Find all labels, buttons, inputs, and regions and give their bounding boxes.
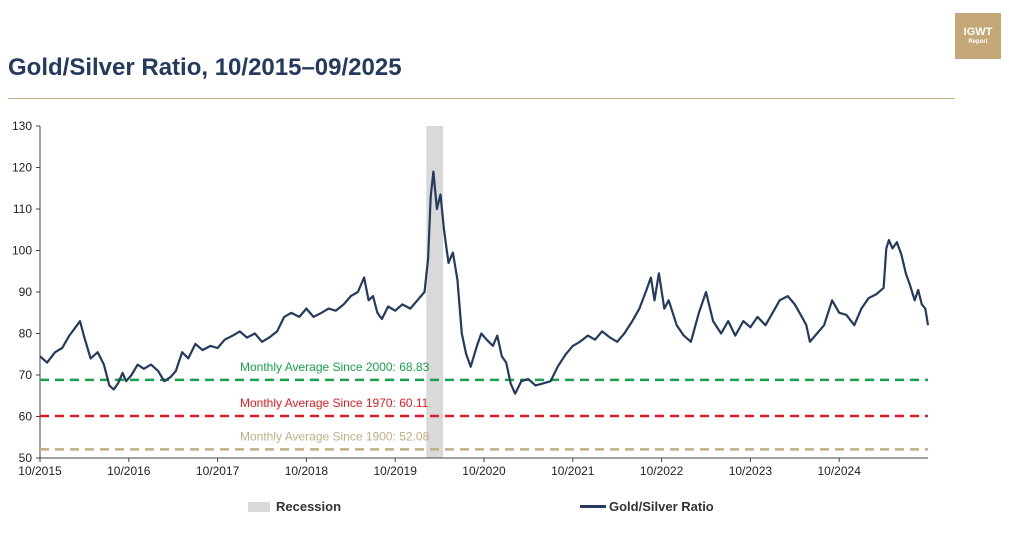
page-title: Gold/Silver Ratio, 10/2015–09/2025 (8, 54, 402, 81)
x-tick-label: 10/2017 (196, 464, 240, 478)
y-tick-label: 50 (19, 451, 33, 465)
y-tick-label: 130 (12, 119, 32, 133)
logo-line-1: IGWT (963, 26, 993, 38)
x-tick-label: 10/2022 (640, 464, 684, 478)
reference-label-avg1900: Monthly Average Since 1900: 52.08 (240, 429, 430, 443)
series-line-gold-silver-ratio (39, 170, 930, 395)
x-tick-label: 10/2015 (18, 464, 62, 478)
y-tick-label: 100 (12, 244, 32, 258)
x-tick-label: 10/2016 (107, 464, 151, 478)
legend-series-label: Gold/Silver Ratio (609, 499, 714, 514)
x-tick-label: 10/2020 (462, 464, 506, 478)
logo-line-2: Report (968, 39, 988, 45)
x-tick-label: 10/2019 (374, 464, 418, 478)
y-tick-label: 70 (19, 368, 33, 382)
y-tick-label: 90 (19, 285, 33, 299)
reference-label-avg2000: Monthly Average Since 2000: 68.83 (240, 360, 430, 374)
y-tick-label: 80 (19, 327, 33, 341)
reference-label-avg1970: Monthly Average Since 1970: 60.11 (240, 396, 429, 410)
igwt-logo: IGWT Report (955, 13, 1001, 59)
legend-recession: Recession (248, 499, 341, 514)
y-tick-label: 60 (19, 410, 33, 424)
y-tick-label: 120 (12, 161, 32, 175)
title-divider (8, 98, 955, 99)
x-tick-label: 10/2018 (285, 464, 329, 478)
x-tick-label: 10/2021 (551, 464, 595, 478)
x-tick-label: 10/2023 (729, 464, 773, 478)
legend-series: Gold/Silver Ratio (580, 499, 714, 514)
series-swatch (580, 505, 606, 508)
x-tick-label: 10/2024 (818, 464, 862, 478)
legend-recession-label: Recession (276, 499, 342, 514)
recession-swatch (248, 501, 270, 512)
y-tick-label: 110 (13, 202, 32, 216)
